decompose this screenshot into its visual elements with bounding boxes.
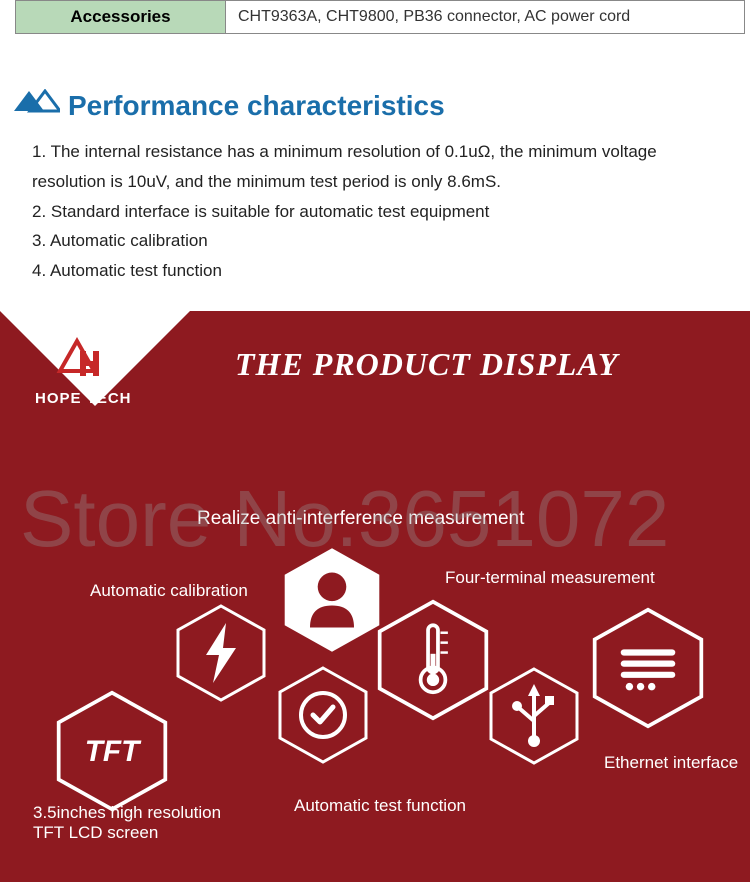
list-item: 1. The internal resistance has a minimum… (32, 137, 720, 197)
label-four-terminal: Four-terminal measurement (445, 568, 655, 588)
banner-brand: HOPE TECH (35, 390, 132, 407)
spec-table: Accessories CHT9363A, CHT9800, PB36 conn… (15, 0, 745, 34)
banner: HOPE TECH THE PRODUCT DISPLAY (0, 311, 750, 418)
perf-list: 1. The internal resistance has a minimum… (32, 137, 720, 286)
feature-title: Realize anti-interference measurement (197, 508, 524, 530)
spec-value: CHT9363A, CHT9800, PB36 connector, AC po… (226, 1, 745, 34)
brand-logo-icon (55, 331, 115, 384)
list-item: 4. Automatic test function (32, 256, 720, 286)
hex-bolt-icon (163, 603, 279, 703)
perf-heading: Performance characteristics (68, 90, 445, 122)
hex-tft-icon: TFT (44, 689, 180, 813)
table-row: Accessories CHT9363A, CHT9800, PB36 conn… (16, 1, 745, 34)
hex-ethernet-icon (580, 606, 716, 730)
banner-title: THE PRODUCT DISPLAY (235, 346, 618, 383)
perf-logo-icon (14, 89, 60, 122)
label-ethernet: Ethernet interface (604, 753, 738, 773)
label-autotest: Automatic test function (294, 796, 466, 816)
perf-heading-row: Performance characteristics (14, 89, 750, 122)
banner-logo-wrap: HOPE TECH (0, 311, 200, 418)
spec-label: Accessories (16, 1, 226, 34)
label-calibration: Automatic calibration (90, 581, 248, 601)
hex-usb-icon (476, 666, 592, 766)
list-item: 3. Automatic calibration (32, 226, 720, 256)
svg-text:TFT: TFT (85, 735, 142, 768)
list-item: 2. Standard interface is suitable for au… (32, 197, 720, 227)
feature-panel: Store No.3651072 Realize anti-interferen… (0, 418, 750, 882)
